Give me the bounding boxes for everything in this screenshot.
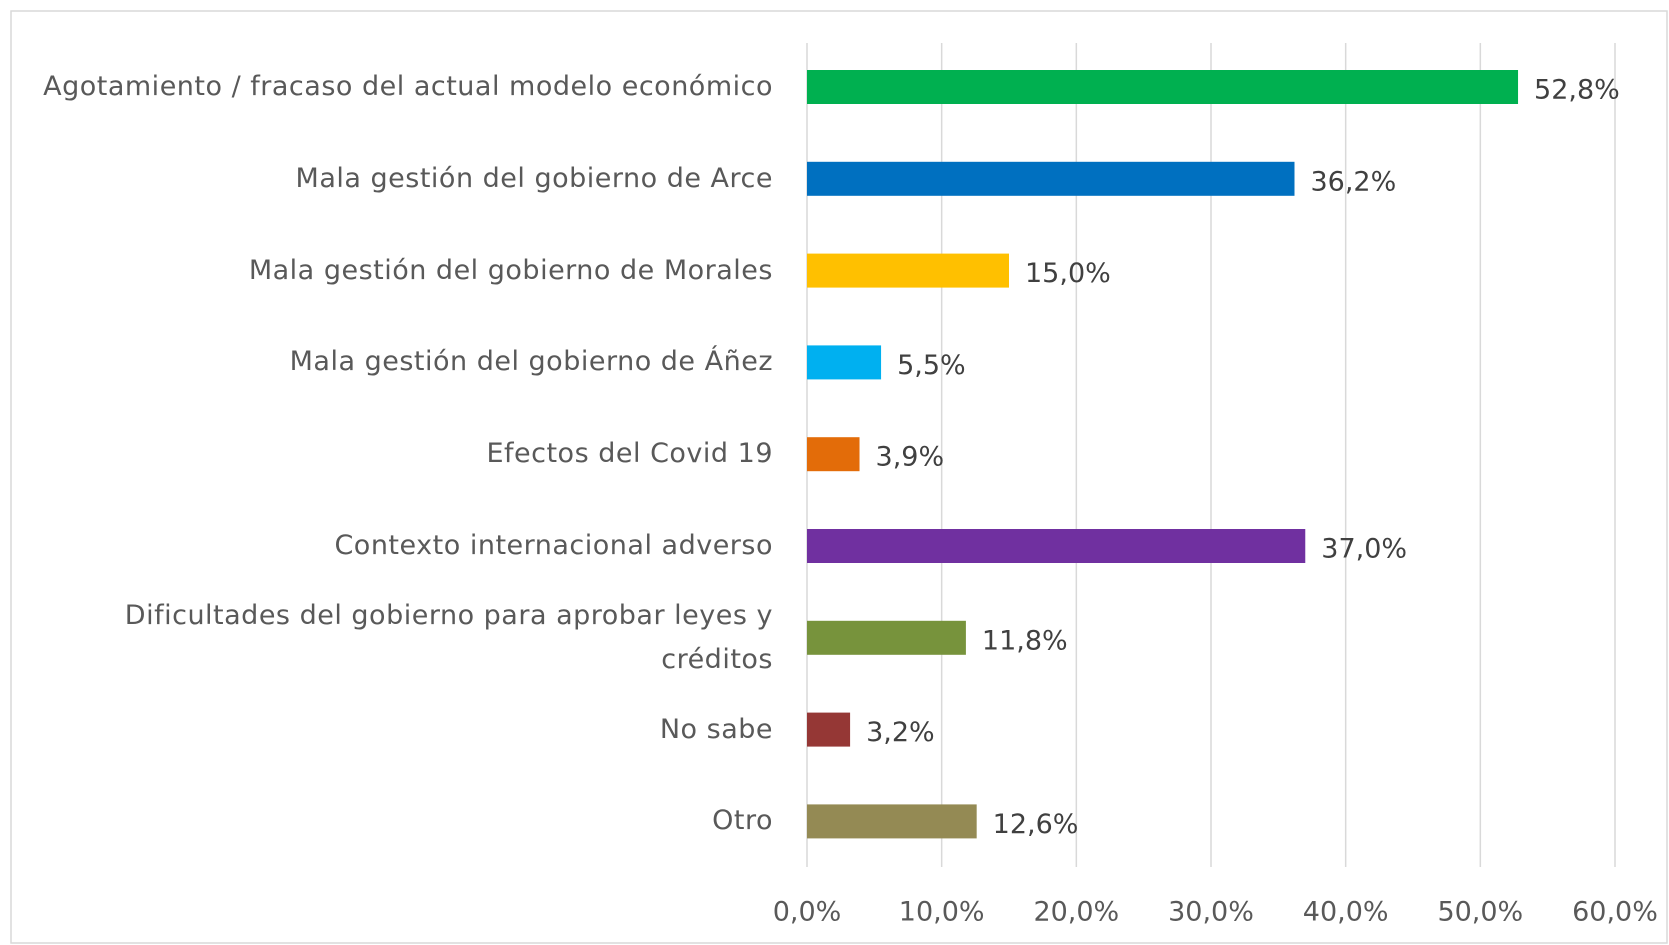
x-tick-label: 60,0%	[1572, 897, 1658, 928]
value-label: 52,8%	[1534, 75, 1620, 106]
category-label: Mala gestión del gobierno de Arce	[295, 162, 773, 194]
x-tick-label: 40,0%	[1303, 897, 1389, 928]
category-label: Contexto internacional adverso	[334, 530, 773, 561]
x-tick-label: 0,0%	[773, 897, 842, 928]
value-label: 12,6%	[993, 809, 1079, 840]
bar	[807, 804, 977, 839]
bar	[807, 437, 860, 472]
category-label: No sabe	[659, 713, 773, 745]
bar	[807, 712, 851, 747]
value-label: 36,2%	[1310, 166, 1396, 197]
x-tick-label: 50,0%	[1437, 897, 1523, 928]
value-label: 5,5%	[897, 350, 966, 381]
x-tick-label: 10,0%	[899, 897, 985, 928]
category-label: Agotamiento / fracaso del actual modelo …	[43, 71, 773, 102]
category-label: Dificultades del gobierno para aprobar l…	[124, 599, 773, 675]
category-label: Otro	[712, 805, 773, 837]
bar	[807, 529, 1306, 563]
value-label: 11,8%	[982, 625, 1068, 656]
category-label: Mala gestión del gobierno de Áñez	[289, 346, 773, 378]
x-tick-label: 20,0%	[1033, 897, 1119, 928]
bar	[807, 161, 1295, 196]
value-label: 3,9%	[876, 442, 945, 473]
bar	[807, 70, 1519, 104]
value-label: 15,0%	[1025, 258, 1111, 289]
x-tick-label: 30,0%	[1168, 897, 1254, 928]
value-label: 37,0%	[1321, 534, 1407, 565]
bar	[807, 345, 882, 380]
category-label: Mala gestión del gobierno de Morales	[248, 254, 773, 286]
bar	[807, 253, 1009, 288]
category-label: Efectos del Covid 19	[486, 438, 773, 470]
chart-border	[10, 10, 1668, 944]
bar	[807, 620, 966, 655]
value-label: 3,2%	[866, 717, 935, 748]
